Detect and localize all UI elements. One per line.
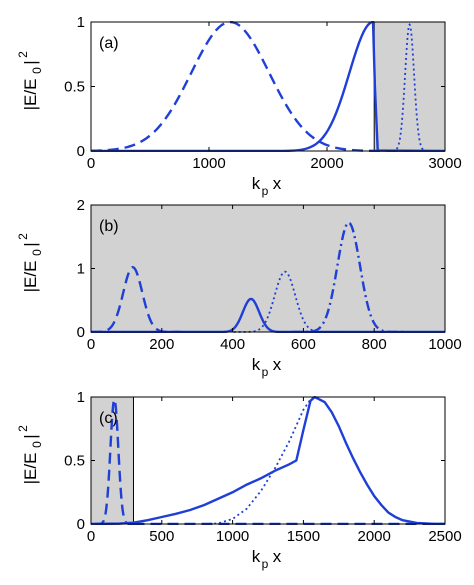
y-tick-label: 0 [77, 324, 85, 341]
axes-frame [90, 396, 446, 525]
y-axis-label-tail: | [21, 434, 40, 438]
y-tick-label: 0 [77, 143, 85, 160]
shaded-region [91, 205, 445, 332]
x-tick-label: 2000 [358, 528, 391, 545]
x-axis-label: k [252, 547, 261, 566]
panel-label: (b) [99, 218, 119, 235]
y-axis-label-group: |E/E 0 | 2 [16, 51, 44, 111]
series-line-solid [91, 396, 445, 525]
x-axis-label-sub: p [262, 557, 269, 571]
y-axis-label-tail: | [21, 242, 40, 246]
y-axis-label-sub: 0 [30, 441, 44, 448]
x-tick-label: 600 [291, 336, 316, 353]
x-axis-label: k [252, 355, 261, 374]
series-line-dotted [233, 270, 337, 333]
x-tick-label: 0 [87, 336, 95, 353]
panel-label: (a) [99, 35, 119, 52]
x-axis-label-tail: x [273, 355, 282, 374]
y-tick-label: 1 [77, 261, 85, 278]
x-tick-label: 1500 [287, 528, 320, 545]
x-axis-label-sub: p [262, 184, 269, 198]
y-axis-label-sup: 2 [16, 233, 30, 240]
x-tick-label: 400 [220, 336, 245, 353]
x-tick-label: 1000 [192, 155, 225, 172]
y-axis-label-sub: 0 [30, 67, 44, 74]
y-tick-label: 0.5 [64, 453, 85, 470]
y-axis-label-tail: | [21, 60, 40, 64]
y-axis-label-sup: 2 [16, 51, 30, 58]
panel-c: 0 500 1000 1500 2000 2500 0 0.5 1 (c) k p x |E/E 0 | 2 [16, 389, 462, 571]
y-axis-label: |E/E [21, 79, 40, 111]
y-axis-label-sub: 0 [30, 249, 44, 256]
x-tick-label: 1000 [428, 336, 461, 353]
series-line-dotted [204, 396, 445, 525]
x-tick-label: 200 [149, 336, 174, 353]
panel-a: 0 1000 2000 3000 0 0.5 1 (a) k p x |E/E 0 | 2 [16, 14, 462, 198]
x-tick-label: 500 [149, 528, 174, 545]
series-line-dashed [91, 21, 425, 152]
y-axis-label-sup: 2 [16, 425, 30, 432]
y-axis-label-group: |E/E 0 | 2 [16, 425, 44, 485]
x-tick-label: 2000 [310, 155, 343, 172]
y-tick-label: 0.5 [64, 79, 85, 96]
shaded-region [91, 397, 134, 524]
series-line-dotted [387, 23, 433, 152]
y-axis-label: |E/E [21, 261, 40, 293]
y-axis-label: |E/E [21, 453, 40, 485]
y-tick-label: 0 [77, 516, 85, 533]
y-axis-label-group: |E/E 0 | 2 [16, 233, 44, 293]
shaded-region [374, 22, 445, 151]
x-axis-label-tail: x [273, 174, 282, 193]
x-tick-label: 3000 [428, 155, 461, 172]
x-axis-label-sub: p [262, 365, 269, 379]
x-tick-label: 800 [362, 336, 387, 353]
x-tick-label: 0 [87, 528, 95, 545]
y-tick-label: 1 [77, 14, 85, 31]
y-tick-label: 2 [77, 197, 85, 214]
x-tick-label: 2500 [428, 528, 461, 545]
x-axis-label-tail: x [273, 547, 282, 566]
y-tick-label: 1 [77, 389, 85, 406]
x-tick-label: 0 [87, 155, 95, 172]
x-tick-label: 1000 [216, 528, 249, 545]
x-axis-label: k [252, 174, 261, 193]
panel-b: 0 200 400 600 800 1000 0 1 2 (b) k p x |E/E 0 | 2 [16, 197, 462, 379]
panel-label: (c) [99, 410, 118, 427]
